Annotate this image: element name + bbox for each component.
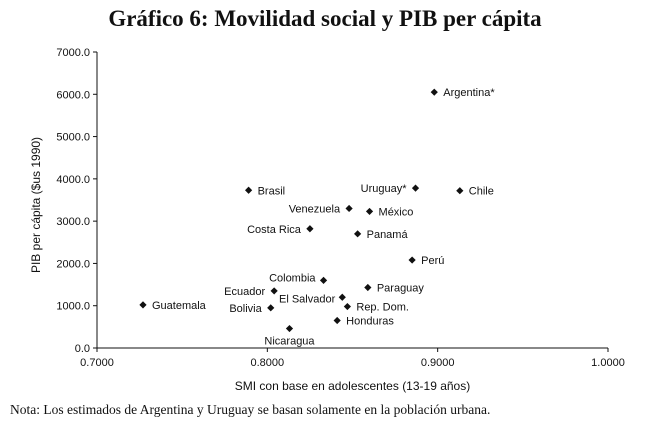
footnote: Nota: Los estimados de Argentina y Urugu… <box>10 402 491 417</box>
chart-title: Gráfico 6: Movilidad social y PIB per cá… <box>108 6 542 31</box>
x-tick-label: 0.9000 <box>421 357 455 369</box>
data-point-label: México <box>379 206 414 218</box>
data-point-marker <box>285 324 294 333</box>
data-point-label: Bolivia <box>229 303 262 315</box>
data-point-label: Paraguay <box>377 283 425 295</box>
data-point-label: Honduras <box>346 316 394 328</box>
data-point-marker <box>319 276 328 284</box>
y-axis-label: PIB per cápita ($us 1990) <box>29 137 43 273</box>
data-point-label: Venezuela <box>289 203 341 215</box>
data-point-marker <box>338 293 346 301</box>
data-point-label: Argentina* <box>443 87 495 99</box>
data-point-marker <box>343 302 351 311</box>
data-point-marker <box>244 186 253 194</box>
y-tick-label: 3000.0 <box>56 216 90 228</box>
data-point-label: Colombia <box>269 272 316 284</box>
data-point-label: Nicaragua <box>264 336 315 348</box>
x-tick-label: 0.8000 <box>251 357 285 369</box>
data-point-label: Brasil <box>258 185 286 197</box>
data-point-label: Perú <box>421 255 444 267</box>
data-point-marker <box>270 287 278 295</box>
y-tick-label: 7000.0 <box>56 47 90 59</box>
x-axis-label: SMI con base en adolescentes (13-19 años… <box>235 379 470 393</box>
data-point-marker <box>354 230 362 238</box>
data-point-label: Panamá <box>367 229 409 241</box>
data-point-marker <box>430 88 438 96</box>
data-point-marker <box>306 225 314 233</box>
data-point-marker <box>456 187 464 195</box>
scatter-chart: 0.0 1000.0 2000.0 3000.0 4000.0 5000.0 6000.0 7… <box>29 47 625 393</box>
data-point-marker <box>364 283 372 292</box>
data-point-marker <box>333 316 341 325</box>
data-point-label: Chile <box>469 186 494 198</box>
x-tick-label: 1.0000 <box>591 357 625 369</box>
data-point-marker <box>411 184 420 192</box>
x-tick-label: 0.7000 <box>80 357 114 369</box>
data-point-label: Uruguay* <box>361 183 408 195</box>
data-point-label: Ecuador <box>224 286 265 298</box>
y-tick-label: 4000.0 <box>56 174 90 186</box>
data-point-label: Costa Rica <box>247 224 302 236</box>
y-tick-label: 0.0 <box>75 343 90 355</box>
data-point-marker <box>139 301 147 309</box>
data-point-label: El Salvador <box>279 293 336 305</box>
data-point-marker <box>408 256 416 264</box>
y-tick-label: 6000.0 <box>56 89 90 101</box>
y-tick-label: 2000.0 <box>56 258 90 270</box>
data-point-marker <box>345 204 353 213</box>
data-point-label: Rep. Dom. <box>356 302 409 314</box>
y-tick-label: 5000.0 <box>56 132 90 144</box>
data-point-label: Guatemala <box>152 300 207 312</box>
data-points: Argentina* Brasil Uruguay* Chile Venezuela Mé… <box>139 87 495 348</box>
axes: 0.0 1000.0 2000.0 3000.0 4000.0 5000.0 6000.0 7… <box>56 47 624 369</box>
data-point-marker <box>267 304 275 312</box>
data-point-marker <box>365 207 374 216</box>
y-tick-label: 1000.0 <box>56 301 90 313</box>
